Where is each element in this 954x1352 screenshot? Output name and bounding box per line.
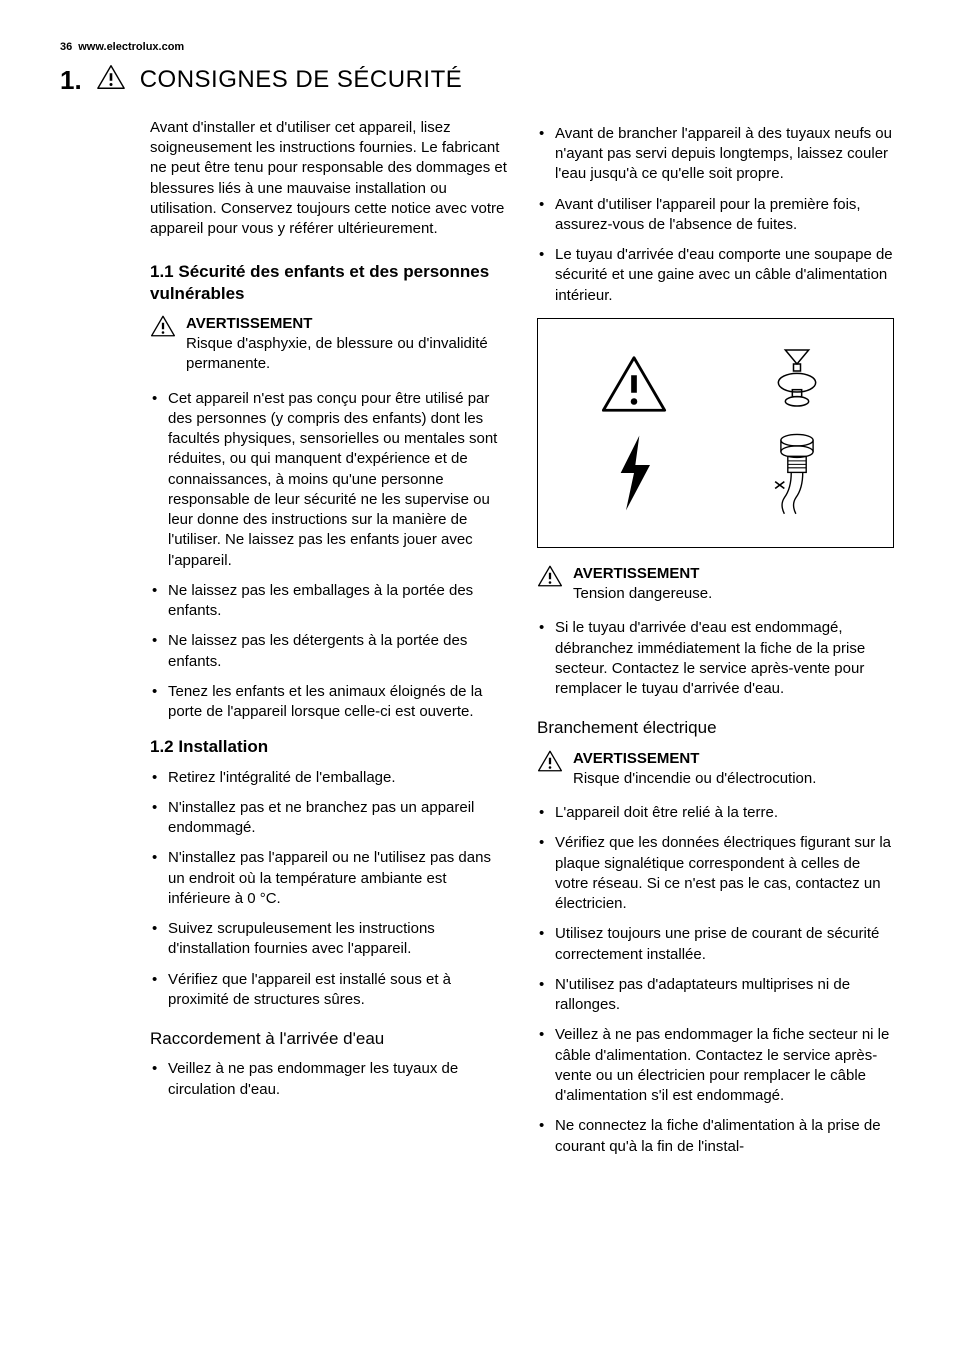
list-item: Retirez l'intégralité de l'emballage. (150, 768, 507, 788)
list-item: Vérifiez que l'appareil est installé sou… (150, 970, 507, 1011)
bullet-list: Si le tuyau d'arrivée d'eau est endommag… (537, 618, 894, 699)
warning-label: AVERTISSEMENT (573, 564, 712, 584)
lightning-icon (607, 433, 661, 513)
list-item: N'installez pas l'appareil ou ne l'utili… (150, 848, 507, 909)
bullet-list: Veillez à ne pas endommager les tuyaux d… (150, 1059, 507, 1100)
heading-number: 1. (60, 63, 82, 98)
list-item: Vérifiez que les données électriques fig… (537, 833, 894, 914)
main-heading: 1. CONSIGNES DE SÉCURITÉ (60, 63, 894, 98)
list-item: L'appareil doit être relié à la terre. (537, 803, 894, 823)
section-1-2-heading: 1.2 Installation (150, 736, 507, 757)
warning-body: Risque d'incendie ou d'électrocution. (573, 770, 816, 787)
section-electrical-heading: Branchement électrique (537, 717, 894, 738)
section-water-heading: Raccordement à l'arrivée d'eau (150, 1028, 507, 1049)
intro-paragraph: Avant d'installer et d'utiliser cet appa… (150, 118, 507, 240)
warning-text: AVERTISSEMENT Risque d'asphyxie, de bles… (186, 314, 507, 375)
list-item: Ne laissez pas les détergents à la porté… (150, 631, 507, 672)
list-item: Ne connectez la fiche d'alimentation à l… (537, 1116, 894, 1157)
warning-body: Risque d'asphyxie, de blessure ou d'inva… (186, 335, 488, 372)
list-item: N'installez pas et ne branchez pas un ap… (150, 798, 507, 839)
left-column: Avant d'installer et d'utiliser cet appa… (60, 118, 507, 1169)
warning-block: AVERTISSEMENT Risque d'incendie ou d'éle… (537, 749, 894, 790)
bullet-list: Retirez l'intégralité de l'emballage. N'… (150, 768, 507, 1011)
page-number: 36 (60, 40, 72, 55)
hose-connector-icon (766, 431, 828, 523)
list-item: Veillez à ne pas endommager la fiche sec… (537, 1025, 894, 1106)
warning-text: AVERTISSEMENT Risque d'incendie ou d'éle… (573, 749, 816, 790)
list-item: Si le tuyau d'arrivée d'eau est endommag… (537, 618, 894, 699)
warning-text: AVERTISSEMENT Tension dangereuse. (573, 564, 712, 605)
warning-block: AVERTISSEMENT Risque d'asphyxie, de bles… (150, 314, 507, 375)
warning-icon (599, 353, 669, 415)
warning-icon (96, 63, 126, 97)
section-1-1-heading: 1.1 Sécurité des enfants et des personne… (150, 261, 507, 304)
list-item: Cet appareil n'est pas conçu pour être u… (150, 389, 507, 571)
bullet-list: L'appareil doit être relié à la terre. V… (537, 803, 894, 1157)
list-item: Tenez les enfants et les animaux éloigné… (150, 682, 507, 723)
warning-icon (537, 564, 563, 605)
warning-label: AVERTISSEMENT (573, 749, 816, 769)
bullet-list: Cet appareil n'est pas conçu pour être u… (150, 389, 507, 723)
list-item: N'utilisez pas d'adaptateurs multiprises… (537, 975, 894, 1016)
list-item: Veillez à ne pas endommager les tuyaux d… (150, 1059, 507, 1100)
warning-icon (537, 749, 563, 790)
heading-title: CONSIGNES DE SÉCURITÉ (140, 64, 463, 96)
safety-diagram (537, 318, 894, 548)
warning-label: AVERTISSEMENT (186, 314, 507, 334)
site-url: www.electrolux.com (78, 40, 184, 55)
list-item: Avant de brancher l'appareil à des tuyau… (537, 124, 894, 185)
warning-icon (150, 314, 176, 375)
list-item: Avant d'utiliser l'appareil pour la prem… (537, 195, 894, 236)
section-number: 1.2 (150, 737, 174, 756)
warning-block: AVERTISSEMENT Tension dangereuse. (537, 564, 894, 605)
section-title: Installation (178, 737, 268, 756)
list-item: Ne laissez pas les emballages à la porté… (150, 581, 507, 622)
list-item: Suivez scrupuleusement les instructions … (150, 919, 507, 960)
section-title: Sécurité des enfants et des personnes vu… (150, 262, 489, 302)
list-item: Utilisez toujours une prise de courant d… (537, 924, 894, 965)
water-tap-icon (762, 343, 832, 413)
page-header: 36 www.electrolux.com (60, 40, 894, 55)
list-item: Le tuyau d'arrivée d'eau comporte une so… (537, 245, 894, 306)
bullet-list: Avant de brancher l'appareil à des tuyau… (537, 124, 894, 306)
right-column: Avant de brancher l'appareil à des tuyau… (537, 118, 894, 1169)
warning-body: Tension dangereuse. (573, 585, 712, 602)
section-number: 1.1 (150, 262, 174, 281)
